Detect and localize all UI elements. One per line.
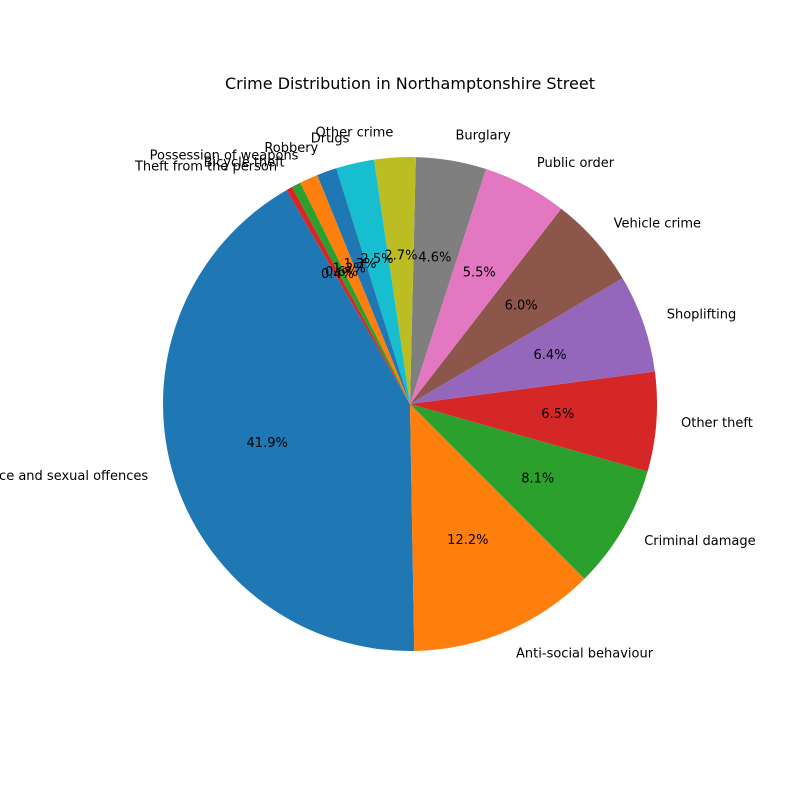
pie-slice	[410, 371, 657, 472]
slice-category-label: Other crime	[316, 125, 394, 140]
slice-percent-label: 4.6%	[418, 250, 451, 265]
slice-percent-label: 6.4%	[534, 348, 567, 363]
slice-percent-label: 0.6%	[325, 265, 358, 280]
chart-title: Crime Distribution in Northamptonshire S…	[225, 74, 595, 93]
slice-category-label: Drugs	[311, 132, 350, 147]
slice-category-label: Possession of weapons	[150, 149, 299, 164]
pie-slices	[163, 157, 657, 651]
slice-percent-label: 1.2%	[333, 261, 366, 276]
slice-category-label: Robbery	[264, 141, 318, 156]
slice-percent-label: 41.9%	[247, 436, 288, 451]
pie-slice	[291, 182, 410, 404]
slice-category-label: Bicycle theft	[204, 155, 285, 170]
slice-category-label: Shoplifting	[667, 308, 736, 323]
slice-category-label: Burglary	[456, 129, 511, 144]
slice-category-label: Violence and sexual offences	[0, 469, 148, 484]
slice-percent-label: 6.0%	[505, 298, 538, 313]
slice-percent-label: 12.2%	[447, 533, 488, 548]
pie-slice	[163, 190, 415, 651]
pie-labels: 41.9% Violence and sexual offences 12.2% An…	[0, 125, 756, 661]
pie-slice	[410, 278, 655, 404]
slice-percent-label: 8.1%	[521, 472, 554, 487]
pie-slice	[410, 157, 487, 404]
pie-slice	[300, 175, 410, 404]
slice-percent-label: 2.7%	[384, 249, 417, 264]
slice-category-label: Anti-social behaviour	[516, 647, 654, 662]
slice-category-label: Vehicle crime	[614, 217, 701, 232]
pie-slice	[410, 208, 623, 404]
pie-slice	[317, 168, 410, 404]
pie-slice	[286, 187, 410, 404]
pie-slice	[410, 404, 585, 651]
slice-percent-label: 2.5%	[360, 252, 393, 267]
pie-slice	[374, 157, 416, 404]
pie-slice	[410, 404, 648, 579]
slice-category-label: Other theft	[681, 416, 753, 431]
slice-percent-label: 1.3%	[343, 257, 376, 272]
slice-percent-label: 5.5%	[463, 265, 496, 280]
pie-slice	[336, 159, 410, 404]
slice-percent-label: 6.5%	[541, 407, 574, 422]
pie-slice	[410, 168, 562, 404]
slice-category-label: Criminal damage	[644, 534, 755, 549]
slice-category-label: Theft from the person	[134, 160, 277, 175]
slice-percent-label: 0.4%	[321, 267, 354, 282]
slice-category-label: Public order	[537, 156, 615, 171]
